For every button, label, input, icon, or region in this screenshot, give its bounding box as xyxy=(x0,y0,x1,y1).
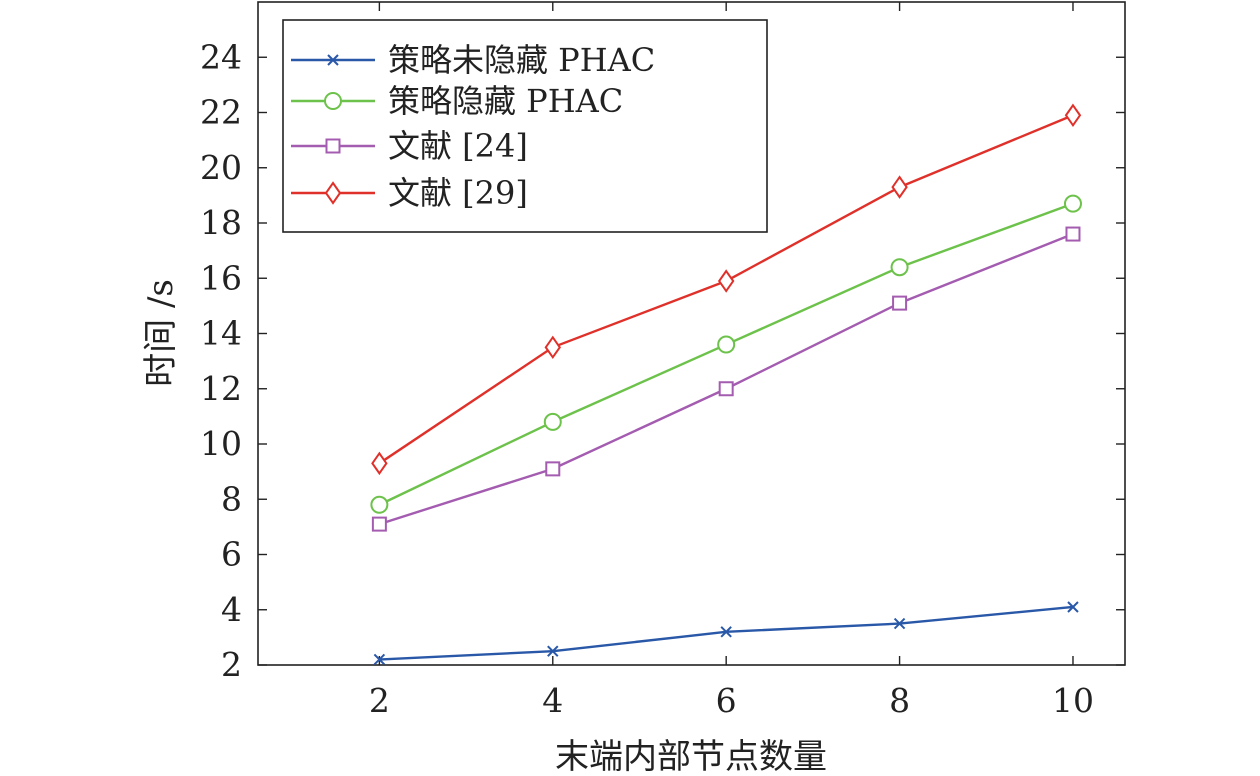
data-point xyxy=(1063,194,1082,213)
data-point xyxy=(373,653,386,666)
series-line xyxy=(378,202,1074,506)
y-tick-label: 16 xyxy=(200,258,242,297)
legend-marker xyxy=(325,138,341,154)
data-point xyxy=(891,175,908,199)
data-point xyxy=(371,516,387,532)
data-point xyxy=(718,381,734,397)
y-tick-label: 14 xyxy=(200,314,242,353)
x-tick-label: 6 xyxy=(716,681,737,720)
data-point xyxy=(717,269,735,293)
data-point xyxy=(1067,601,1079,613)
data-point xyxy=(371,451,388,476)
y-tick-label: 8 xyxy=(221,479,242,518)
y-tick-label: 12 xyxy=(200,369,242,408)
legend-label: 策略隐藏 PHAC xyxy=(388,82,623,120)
legend-label: 文献 [29] xyxy=(388,174,528,212)
data-point xyxy=(1064,103,1082,128)
data-point xyxy=(544,335,562,360)
y-tick-label: 2 xyxy=(221,645,242,684)
legend-item: 策略未隐藏 PHAC xyxy=(291,41,655,79)
x-axis-label: 末端内部节点数量 xyxy=(555,737,827,776)
series-3 xyxy=(371,226,1081,532)
y-axis-label: 时间 /s xyxy=(141,279,181,387)
x-tick-label: 8 xyxy=(889,681,910,720)
legend-item: 文献 [29] xyxy=(291,174,528,212)
x-tick-label: 10 xyxy=(1052,681,1094,720)
y-tick-label: 20 xyxy=(200,148,242,187)
series-1 xyxy=(373,601,1079,666)
legend-label: 策略未隐藏 PHAC xyxy=(388,41,655,79)
data-point xyxy=(890,258,909,277)
y-tick-label: 22 xyxy=(200,93,242,132)
y-tick-label: 4 xyxy=(221,590,242,629)
y-tick-label: 24 xyxy=(200,37,242,76)
data-point xyxy=(543,412,562,431)
legend-marker xyxy=(324,181,342,205)
y-tick-label: 18 xyxy=(200,203,242,242)
legend-marker xyxy=(324,92,342,110)
y-tick-label: 6 xyxy=(221,535,242,574)
data-point xyxy=(893,617,906,630)
data-point xyxy=(717,335,736,354)
legend-item: 文献 [24] xyxy=(291,127,528,165)
x-tick-label: 2 xyxy=(369,681,390,720)
series-4 xyxy=(371,103,1082,476)
legend-box xyxy=(282,19,768,233)
legend-item: 策略隐藏 PHAC xyxy=(291,82,623,120)
data-point xyxy=(547,645,559,657)
data-point xyxy=(720,626,732,638)
legend-marker xyxy=(327,54,339,66)
data-point xyxy=(545,461,561,477)
y-tick-label: 10 xyxy=(200,424,242,463)
legend-label: 文献 [24] xyxy=(388,127,528,165)
x-tick-label: 4 xyxy=(542,681,563,720)
data-point xyxy=(370,495,389,514)
data-point xyxy=(1065,226,1081,242)
data-point xyxy=(892,295,908,311)
series-2 xyxy=(370,194,1082,514)
